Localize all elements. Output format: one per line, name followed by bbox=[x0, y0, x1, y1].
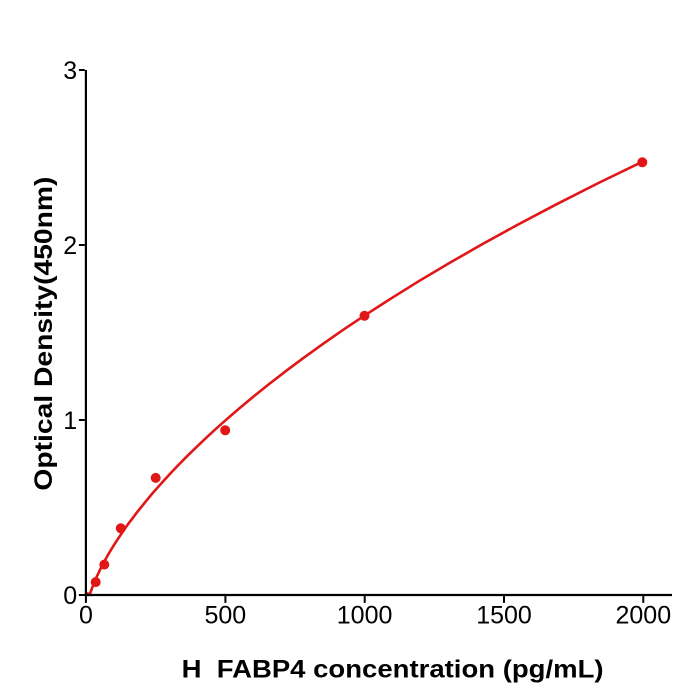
svg-text:H FABP4 concentration (pg/mL): H FABP4 concentration (pg/mL) bbox=[182, 655, 604, 683]
svg-text:1: 1 bbox=[63, 407, 77, 435]
svg-text:3: 3 bbox=[63, 57, 77, 85]
svg-text:500: 500 bbox=[204, 602, 246, 630]
svg-text:1000: 1000 bbox=[337, 602, 393, 630]
svg-text:0: 0 bbox=[63, 582, 77, 610]
svg-text:2: 2 bbox=[63, 232, 77, 260]
svg-text:0: 0 bbox=[79, 602, 93, 630]
svg-text:Optical Density(450nm): Optical Density(450nm) bbox=[30, 177, 58, 491]
svg-text:1500: 1500 bbox=[476, 602, 532, 630]
svg-text:2000: 2000 bbox=[615, 602, 671, 630]
